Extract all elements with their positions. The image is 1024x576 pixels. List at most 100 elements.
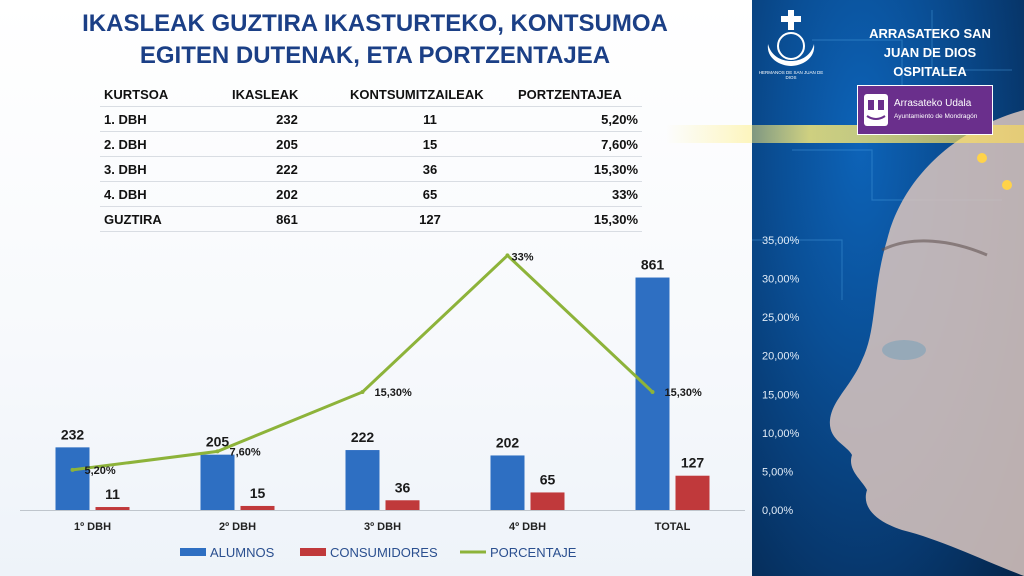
- seal-logo: [767, 10, 815, 66]
- seal-caption: HERMANOS DE SAN JUAN DE DIOS: [758, 70, 824, 80]
- bar-labels-group: 232 11 205 15 222 36 202 65 861 127: [61, 257, 705, 503]
- table-row: 3. DBH 222 36 15,30%: [100, 156, 642, 182]
- table-header: PORTZENTAJEA: [514, 82, 642, 107]
- table-cell: 861: [228, 206, 346, 232]
- table-cell: 1. DBH: [100, 106, 228, 132]
- brow: [881, 239, 988, 257]
- org-name-line: JUAN DE DIOS: [883, 45, 977, 60]
- x-tick-label: 4º DBH: [509, 521, 546, 533]
- y2-tick-label: 30,00%: [762, 274, 800, 286]
- table-cell: 11: [346, 106, 514, 132]
- table-cell: 3. DBH: [100, 156, 228, 182]
- y2-tick-label: 20,00%: [762, 351, 800, 363]
- table-cell: 15,30%: [514, 156, 642, 182]
- bar-consumidores: [385, 500, 420, 510]
- bar-consumidores: [675, 475, 710, 510]
- x-tick-label: TOTAL: [655, 521, 691, 533]
- eye: [882, 340, 926, 360]
- udala-line1: Arrasateko Udala: [894, 98, 972, 109]
- table-cell: 65: [346, 181, 514, 207]
- data-table: KURTSOA IKASLEAK KONTSUMITZAILEAK PORTZE…: [100, 82, 642, 232]
- line-point: [505, 253, 510, 258]
- bar-label-alumnos: 202: [496, 434, 520, 450]
- y2-tick-label: 5,00%: [762, 466, 793, 478]
- bar-alumnos: [345, 450, 380, 510]
- table-cell: GUZTIRA: [100, 206, 228, 232]
- table-header: IKASLEAK: [228, 82, 346, 107]
- y2-tick-label: 0,00%: [762, 505, 793, 517]
- table-cell: 4. DBH: [100, 181, 228, 207]
- bar-label-alumnos: 232: [61, 426, 85, 442]
- bar-label-alumnos: 861: [641, 257, 665, 273]
- bar-label-consumidores: 15: [250, 485, 266, 501]
- legend-label: PORCENTAJE: [490, 545, 577, 560]
- bar-label-consumidores: 65: [540, 471, 556, 487]
- bar-label-consumidores: 11: [105, 486, 120, 502]
- udala-logo: Arrasateko Udala Ayuntamiento de Mondrag…: [857, 85, 993, 135]
- face-shape: [829, 110, 1024, 576]
- table-header: KONTSUMITZAILEAK: [346, 82, 514, 107]
- line-point: [70, 467, 75, 472]
- bar-consumidores: [240, 505, 275, 510]
- line-point: [650, 389, 655, 394]
- legend: ALUMNOS CONSUMIDORES PORCENTAJE: [180, 545, 577, 560]
- table-cell: 33%: [514, 181, 642, 207]
- bar-alumnos: [200, 454, 235, 510]
- title-line-2: EGITEN DUTENAK, ETA PORTZENTAJEA: [139, 42, 611, 69]
- line-data-label: 15,30%: [665, 387, 703, 399]
- org-name: ARRASATEKO SAN JUAN DE DIOS OSPITALEA: [845, 24, 1015, 81]
- table-cell: 5,20%: [514, 106, 642, 132]
- line-group: 5,20% 7,60% 15,30% 33% 15,30%: [70, 251, 703, 477]
- x-tick-label: 2º DBH: [219, 521, 256, 533]
- table-row: 2. DBH 205 15 7,60%: [100, 131, 642, 157]
- table-cell: 15,30%: [514, 206, 642, 232]
- circuit-dot: [1002, 180, 1012, 190]
- bar-label-consumidores: 36: [395, 479, 411, 495]
- org-name-line: ARRASATEKO SAN: [869, 26, 991, 41]
- table-cell: 232: [228, 106, 346, 132]
- legend-label: ALUMNOS: [210, 545, 275, 560]
- legend-swatch: [180, 548, 206, 556]
- table-row: 4. DBH 202 65 33%: [100, 181, 642, 207]
- legend-label: CONSUMIDORES: [330, 545, 438, 560]
- legend-swatch: [300, 548, 326, 556]
- table-cell: 202: [228, 181, 346, 207]
- y2-tick-label: 25,00%: [762, 312, 800, 324]
- bar-label-alumnos: 205: [206, 434, 230, 450]
- table-cell: 127: [346, 206, 514, 232]
- line-point: [360, 389, 365, 394]
- title-line-1: IKASLEAK GUZTIRA IKASTURTEKO, KONTSUMOA: [82, 10, 668, 37]
- table-cell: 36: [346, 156, 514, 182]
- line-data-label: 5,20%: [85, 465, 116, 477]
- table-cell: 2. DBH: [100, 131, 228, 157]
- table-row: 1. DBH 232 11 5,20%: [100, 106, 642, 132]
- town-crest-icon: [864, 94, 888, 126]
- secondary-y-axis: 0,00% 5,00% 10,00% 15,00% 20,00% 25,00% 30,00%…: [762, 235, 800, 517]
- x-axis: 1º DBH 2º DBH 3º DBH 4º DBH TOTAL: [20, 510, 745, 533]
- y2-tick-label: 15,00%: [762, 389, 800, 401]
- circuit-dot: [977, 153, 987, 163]
- table-cell: 7,60%: [514, 131, 642, 157]
- line-point: [215, 449, 220, 454]
- x-tick-label: 3º DBH: [364, 521, 401, 533]
- x-tick-label: 1º DBH: [74, 521, 111, 533]
- bar-consumidores: [530, 492, 565, 510]
- table-cell: 222: [228, 156, 346, 182]
- bar-alumnos: [55, 447, 90, 510]
- y2-tick-label: 10,00%: [762, 428, 800, 440]
- table-cell: 15: [346, 131, 514, 157]
- table-cell: 205: [228, 131, 346, 157]
- table-header: KURTSOA: [100, 82, 228, 107]
- udala-line2: Ayuntamiento de Mondragón: [894, 113, 978, 120]
- table-header-row: KURTSOA IKASLEAK KONTSUMITZAILEAK PORTZE…: [100, 82, 642, 107]
- bar-consumidores: [95, 507, 130, 510]
- y2-tick-label: 35,00%: [762, 235, 800, 247]
- line-data-label: 33%: [512, 251, 534, 263]
- line-data-label: 15,30%: [375, 387, 413, 399]
- line-data-label: 7,60%: [230, 446, 261, 458]
- org-name-line: OSPITALEA: [893, 64, 967, 79]
- table-row: GUZTIRA 861 127 15,30%: [100, 206, 642, 232]
- bar-label-alumnos: 222: [351, 429, 375, 445]
